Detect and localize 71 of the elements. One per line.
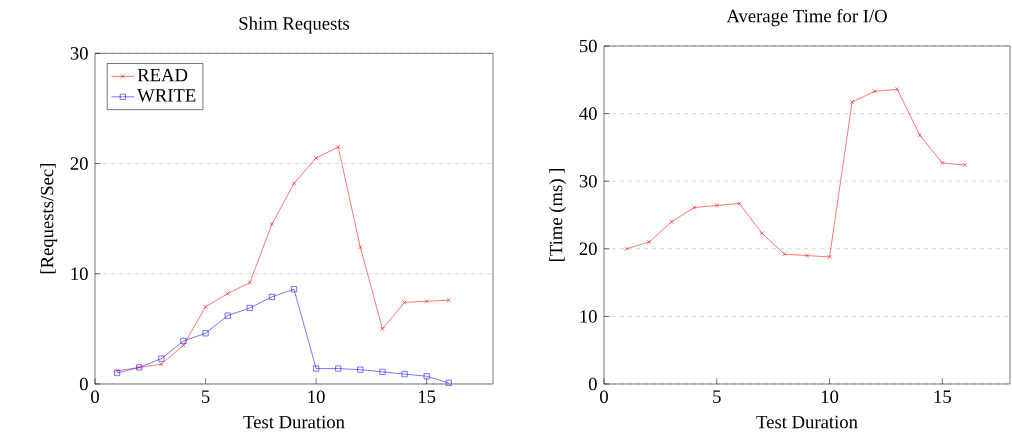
point — [895, 87, 900, 92]
point — [446, 298, 451, 303]
point — [269, 222, 275, 227]
point — [940, 160, 945, 166]
point — [737, 201, 742, 206]
x-axis-title: Test Duration — [756, 415, 858, 429]
legend-label: READ — [137, 68, 188, 82]
point — [268, 293, 275, 300]
point — [313, 155, 319, 161]
point — [336, 144, 341, 150]
point — [181, 343, 186, 348]
chart-title: Average Time for I/O — [726, 9, 887, 27]
y-tick-label: 10 — [580, 310, 597, 323]
point — [247, 280, 252, 285]
point — [335, 365, 342, 372]
y-axis-title: [Time (ms) ] — [549, 169, 567, 261]
y-tick-label: 30 — [579, 174, 597, 188]
x-tick-label: 0 — [600, 390, 608, 404]
point — [759, 231, 765, 236]
point — [224, 312, 231, 319]
y-tick-label: 10 — [71, 267, 88, 281]
point — [401, 371, 408, 377]
y-axis-title: [Requests/Sec] — [40, 164, 58, 274]
x-tick-label: 5 — [201, 390, 210, 403]
x-tick-label: 5 — [713, 390, 721, 403]
x-tick-label: 15 — [934, 390, 951, 403]
point — [714, 203, 719, 208]
point — [203, 304, 208, 309]
point — [158, 355, 165, 362]
y-tick-label: 0 — [588, 377, 597, 391]
x-tick-label: 15 — [418, 390, 436, 403]
point — [159, 361, 164, 367]
point — [917, 133, 922, 138]
point — [402, 300, 407, 305]
x-tick-label: 0 — [91, 390, 99, 404]
point — [424, 299, 429, 304]
x-tick-label: 10 — [308, 390, 325, 404]
line-series — [114, 286, 452, 386]
legend-label: WRITE — [137, 89, 196, 102]
point — [849, 99, 855, 105]
point — [782, 252, 787, 257]
chart-title: Shim Requests — [239, 16, 350, 34]
point — [380, 326, 385, 332]
y-tick-label: 50 — [579, 39, 597, 53]
point — [313, 365, 320, 372]
point — [872, 89, 877, 94]
point — [827, 254, 832, 260]
x-axis-title: Test Duration — [243, 415, 345, 429]
point — [423, 373, 430, 380]
y-tick-label: 20 — [579, 242, 597, 256]
point — [962, 162, 968, 168]
point — [646, 239, 652, 245]
y-tick-label: 20 — [70, 157, 88, 170]
point — [379, 368, 386, 375]
point — [804, 253, 810, 258]
point — [180, 338, 187, 344]
y-tick-label: 40 — [579, 107, 597, 120]
x-tick-label: 10 — [821, 390, 839, 404]
point — [358, 245, 363, 250]
point — [624, 246, 629, 251]
point — [202, 330, 209, 337]
point — [445, 379, 452, 386]
y-tick-label: 0 — [79, 377, 88, 391]
point — [246, 305, 253, 311]
point — [692, 205, 697, 210]
point — [669, 219, 674, 224]
point — [291, 181, 297, 186]
point — [291, 286, 297, 293]
y-tick-label: 30 — [70, 47, 88, 60]
point — [357, 366, 364, 373]
point — [225, 291, 230, 296]
